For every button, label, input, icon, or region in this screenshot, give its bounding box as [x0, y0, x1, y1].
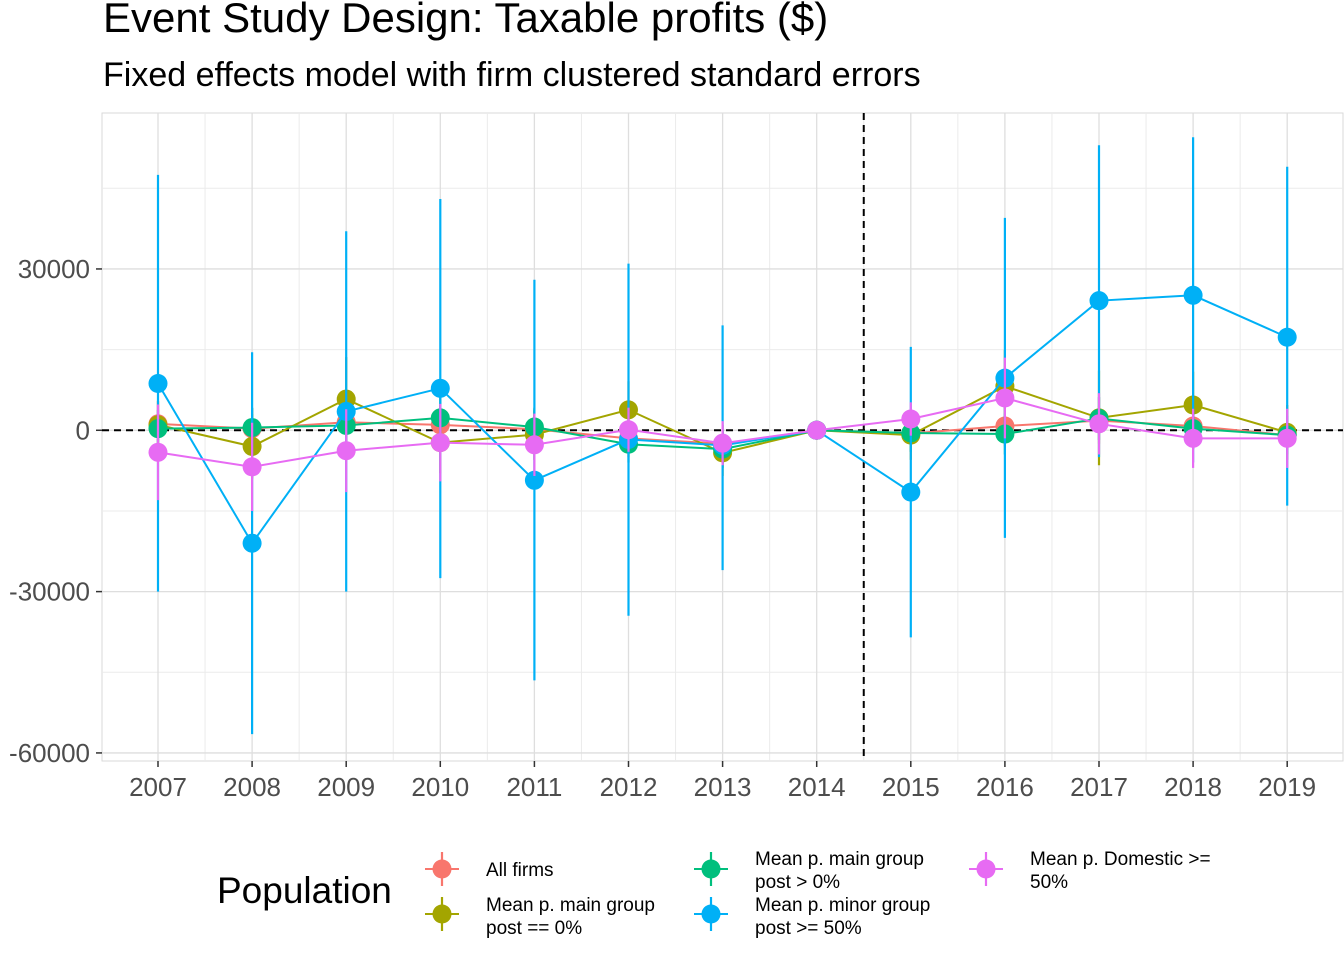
grid-layer — [101, 112, 1344, 762]
legend-label-main-zero: Mean p. main group post == 0% — [486, 894, 655, 940]
x-tick-label: 2008 — [223, 772, 281, 802]
data-point — [713, 433, 733, 453]
data-point — [1183, 285, 1203, 305]
legend-key-3 — [694, 897, 728, 931]
legend-key-point — [976, 859, 996, 879]
data-point — [995, 388, 1015, 408]
legend-label-all-firms: All firms — [486, 859, 554, 882]
legend-label-line: Mean p. main group — [755, 849, 924, 870]
data-point — [430, 433, 450, 453]
legend-label-line: post >= 50% — [755, 918, 862, 939]
x-tick-label: 2015 — [882, 772, 940, 802]
data-point — [901, 482, 921, 502]
series-layer — [148, 137, 1297, 735]
legend-label-line: Mean p. minor group — [755, 895, 931, 916]
data-point — [1277, 428, 1297, 448]
x-tick-label: 2011 — [506, 772, 562, 802]
data-point — [524, 470, 544, 490]
data-point — [148, 373, 168, 393]
data-point — [336, 441, 356, 461]
legend-label-main-positive: Mean p. main group post > 0% — [755, 848, 924, 894]
x-tick-label: 2018 — [1164, 772, 1222, 802]
legend-key-2 — [694, 852, 728, 886]
legend-label-line: post > 0% — [755, 872, 841, 893]
x-tick-label: 2017 — [1070, 772, 1128, 802]
x-tick-label: 2014 — [788, 772, 846, 802]
data-point — [430, 378, 450, 398]
data-point — [619, 420, 638, 440]
data-point — [242, 533, 262, 553]
x-tick-label: 2009 — [317, 772, 375, 802]
data-point — [1089, 291, 1109, 311]
legend-keys — [425, 852, 1003, 931]
x-tick-label: 2007 — [129, 772, 187, 802]
axis-layer: -60000 -30000 0 30000 2007 2008 2009 2010 2011 20… — [9, 254, 1316, 802]
legend-label-domestic: Mean p. Domestic >= 50% — [1030, 848, 1211, 894]
legend-key-1 — [425, 897, 459, 931]
data-point — [524, 435, 544, 455]
y-tick-label: 0 — [76, 415, 90, 445]
chart-title: Event Study Design: Taxable profits ($) — [103, 0, 829, 41]
data-point — [148, 442, 168, 462]
data-point — [807, 420, 827, 440]
y-tick-label: -30000 — [9, 577, 90, 607]
legend-key-point — [432, 904, 452, 924]
legend-label-line: Mean p. Domestic >= — [1030, 849, 1211, 870]
x-tick-label: 2013 — [694, 772, 752, 802]
x-tick-label: 2019 — [1258, 772, 1316, 802]
series-4 — [148, 357, 1297, 511]
data-point — [1277, 327, 1297, 347]
x-tick-label: 2016 — [976, 772, 1034, 802]
data-point — [1183, 428, 1203, 448]
data-point — [1089, 414, 1109, 434]
x-tick-label: 2012 — [600, 772, 658, 802]
legend-label-line: Mean p. main group — [486, 895, 655, 916]
legend-label-line: All firms — [486, 860, 554, 881]
y-tick-label: 30000 — [18, 254, 90, 284]
legend-key-point — [432, 859, 452, 879]
legend-label-line: post == 0% — [486, 918, 583, 939]
x-tick-label: 2010 — [411, 772, 469, 802]
legend-label-line: 50% — [1030, 872, 1069, 893]
legend-key-point — [701, 859, 721, 879]
legend-key-0 — [425, 852, 459, 886]
legend-key-point — [701, 904, 721, 924]
legend-key-4 — [969, 852, 1003, 886]
legend-label-minor: Mean p. minor group post >= 50% — [755, 894, 930, 940]
data-point — [242, 457, 262, 477]
y-tick-label: -60000 — [9, 738, 90, 768]
data-point — [901, 409, 921, 429]
legend-title: Population — [217, 870, 392, 911]
chart-subtitle: Fixed effects model with firm clustered … — [103, 56, 921, 94]
